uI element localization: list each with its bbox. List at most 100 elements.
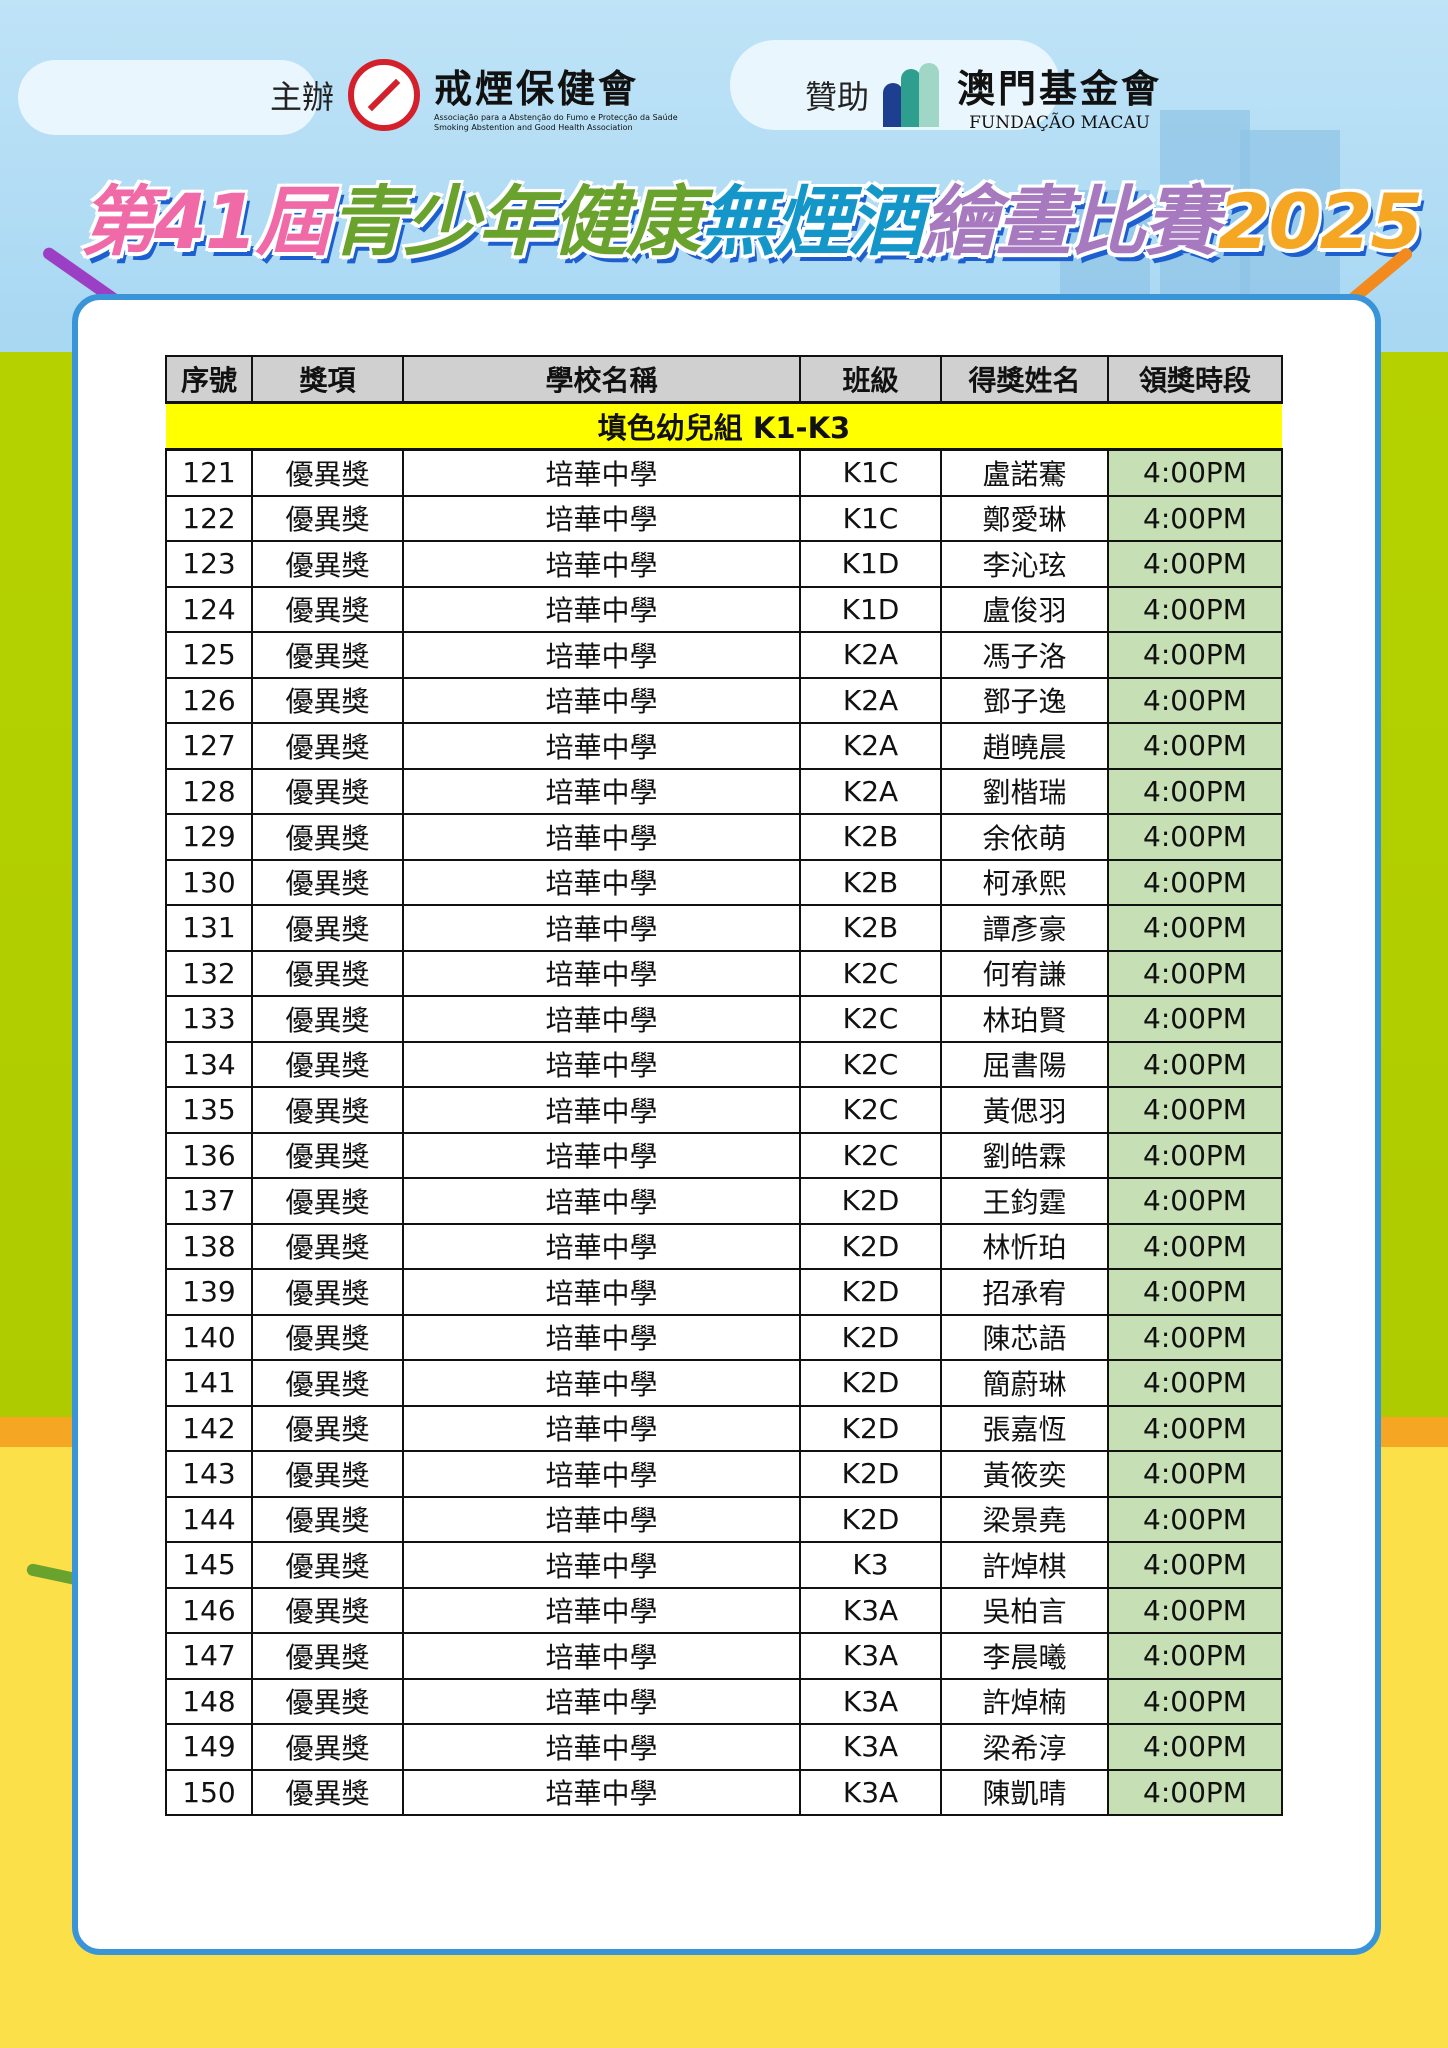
collection-time-cell: 4:00PM bbox=[1107, 1450, 1283, 1498]
school-name-cell: 培華中學 bbox=[402, 494, 801, 542]
school-name-cell: 培華中學 bbox=[402, 1586, 801, 1634]
school-name-cell: 培華中學 bbox=[402, 585, 801, 633]
organizer-logo-icon bbox=[348, 59, 421, 131]
collection-time-cell: 4:00PM bbox=[1107, 1177, 1283, 1225]
class-cell: K2A bbox=[799, 631, 942, 679]
serial-number-cell: 150 bbox=[165, 1768, 253, 1816]
collection-time-cell: 4:00PM bbox=[1107, 995, 1283, 1043]
class-cell: K2A bbox=[799, 676, 942, 724]
class-cell: K2D bbox=[799, 1268, 942, 1316]
collection-time-cell: 4:00PM bbox=[1107, 1495, 1283, 1543]
serial-number-cell: 147 bbox=[165, 1632, 253, 1680]
serial-number-cell: 149 bbox=[165, 1723, 253, 1771]
collection-time-cell: 4:00PM bbox=[1107, 494, 1283, 542]
table-row: 129 優異獎 培華中學 K2B 余依萌 4:00PM bbox=[165, 813, 1283, 861]
winner-name-cell: 黃筱奕 bbox=[940, 1450, 1109, 1498]
award-cell: 優異獎 bbox=[251, 1359, 404, 1407]
table-row: 131 優異獎 培華中學 K2B 譚彥豪 4:00PM bbox=[165, 904, 1283, 952]
collection-time-cell: 4:00PM bbox=[1107, 1541, 1283, 1589]
award-cell: 優異獎 bbox=[251, 540, 404, 588]
collection-time-cell: 4:00PM bbox=[1107, 1677, 1283, 1725]
collection-time-cell: 4:00PM bbox=[1107, 540, 1283, 588]
page-title: 第41屆青少年健康無煙酒繪畫比賽2025 bbox=[80, 160, 1423, 270]
serial-number-cell: 126 bbox=[165, 676, 253, 724]
winner-name-cell: 許焯棋 bbox=[940, 1541, 1109, 1589]
class-cell: K3A bbox=[799, 1677, 942, 1725]
organizer-label: 主辦 bbox=[270, 78, 335, 116]
serial-number-cell: 136 bbox=[165, 1131, 253, 1179]
organizer-name: 戒煙保健會 bbox=[434, 65, 640, 111]
serial-number-cell: 124 bbox=[165, 585, 253, 633]
table-row: 147 優異獎 培華中學 K3A 李晨曦 4:00PM bbox=[165, 1632, 1283, 1680]
serial-number-cell: 146 bbox=[165, 1586, 253, 1634]
class-cell: K1D bbox=[799, 540, 942, 588]
school-name-cell: 培華中學 bbox=[402, 1131, 801, 1179]
class-cell: K1D bbox=[799, 585, 942, 633]
table-row: 127 優異獎 培華中學 K2A 趙曉晨 4:00PM bbox=[165, 722, 1283, 770]
serial-number-cell: 143 bbox=[165, 1450, 253, 1498]
winner-name-cell: 許焯楠 bbox=[940, 1677, 1109, 1725]
serial-number-cell: 125 bbox=[165, 631, 253, 679]
school-name-cell: 培華中學 bbox=[402, 1723, 801, 1771]
serial-number-cell: 144 bbox=[165, 1495, 253, 1543]
award-cell: 優異獎 bbox=[251, 1222, 404, 1270]
sponsor-label: 贊助 bbox=[805, 78, 870, 116]
fundacao-macau-logo-icon bbox=[883, 63, 943, 127]
collection-time-cell: 4:00PM bbox=[1107, 1040, 1283, 1088]
award-cell: 優異獎 bbox=[251, 494, 404, 542]
table-row: 128 優異獎 培華中學 K2A 劉楷瑞 4:00PM bbox=[165, 767, 1283, 815]
collection-time-cell: 4:00PM bbox=[1107, 585, 1283, 633]
table-row: 150 優異獎 培華中學 K3A 陳凱晴 4:00PM bbox=[165, 1768, 1283, 1816]
award-cell: 優異獎 bbox=[251, 1586, 404, 1634]
winner-name-cell: 何宥謙 bbox=[940, 949, 1109, 997]
award-cell: 優異獎 bbox=[251, 1313, 404, 1361]
class-cell: K2C bbox=[799, 1086, 942, 1134]
serial-number-cell: 134 bbox=[165, 1040, 253, 1088]
table-row: 143 優異獎 培華中學 K2D 黃筱奕 4:00PM bbox=[165, 1450, 1283, 1498]
table-row: 138 優異獎 培華中學 K2D 林忻珀 4:00PM bbox=[165, 1222, 1283, 1270]
award-cell: 優異獎 bbox=[251, 676, 404, 724]
award-cell: 優異獎 bbox=[251, 1086, 404, 1134]
winner-name-cell: 余依萌 bbox=[940, 813, 1109, 861]
class-cell: K2B bbox=[799, 858, 942, 906]
class-cell: K3 bbox=[799, 1541, 942, 1589]
serial-number-cell: 148 bbox=[165, 1677, 253, 1725]
serial-number-cell: 135 bbox=[165, 1086, 253, 1134]
class-cell: K2C bbox=[799, 1131, 942, 1179]
serial-number-cell: 121 bbox=[165, 448, 253, 497]
serial-number-cell: 133 bbox=[165, 995, 253, 1043]
class-cell: K1C bbox=[799, 494, 942, 542]
school-name-cell: 培華中學 bbox=[402, 995, 801, 1043]
collection-time-cell: 4:00PM bbox=[1107, 1586, 1283, 1634]
collection-time-cell: 4:00PM bbox=[1107, 813, 1283, 861]
table-row: 123 優異獎 培華中學 K1D 李沁玹 4:00PM bbox=[165, 540, 1283, 588]
column-header-class: 班級 bbox=[799, 355, 942, 404]
winner-name-cell: 王鈞霆 bbox=[940, 1177, 1109, 1225]
collection-time-cell: 4:00PM bbox=[1107, 631, 1283, 679]
class-cell: K2A bbox=[799, 767, 942, 815]
winner-name-cell: 陳芯語 bbox=[940, 1313, 1109, 1361]
serial-number-cell: 138 bbox=[165, 1222, 253, 1270]
award-cell: 優異獎 bbox=[251, 1677, 404, 1725]
column-header-school-name: 學校名稱 bbox=[402, 355, 801, 404]
award-cell: 優異獎 bbox=[251, 1768, 404, 1816]
table-row: 124 優異獎 培華中學 K1D 盧俊羽 4:00PM bbox=[165, 585, 1283, 633]
school-name-cell: 培華中學 bbox=[402, 1040, 801, 1088]
table-row: 134 優異獎 培華中學 K2C 屈書陽 4:00PM bbox=[165, 1040, 1283, 1088]
title-part: 2025 bbox=[1217, 177, 1424, 266]
school-name-cell: 培華中學 bbox=[402, 540, 801, 588]
title-part: 無煙酒 bbox=[699, 177, 924, 266]
school-name-cell: 培華中學 bbox=[402, 949, 801, 997]
class-cell: K2C bbox=[799, 1040, 942, 1088]
table-row: 136 優異獎 培華中學 K2C 劉皓霖 4:00PM bbox=[165, 1131, 1283, 1179]
class-cell: K3A bbox=[799, 1723, 942, 1771]
award-cell: 優異獎 bbox=[251, 448, 404, 497]
table-row: 144 優異獎 培華中學 K2D 梁景堯 4:00PM bbox=[165, 1495, 1283, 1543]
collection-time-cell: 4:00PM bbox=[1107, 949, 1283, 997]
winner-name-cell: 李沁玹 bbox=[940, 540, 1109, 588]
school-name-cell: 培華中學 bbox=[402, 1268, 801, 1316]
class-cell: K3A bbox=[799, 1768, 942, 1816]
winner-name-cell: 梁希淳 bbox=[940, 1723, 1109, 1771]
winner-name-cell: 梁景堯 bbox=[940, 1495, 1109, 1543]
column-header-winner-name: 得獎姓名 bbox=[940, 355, 1109, 404]
